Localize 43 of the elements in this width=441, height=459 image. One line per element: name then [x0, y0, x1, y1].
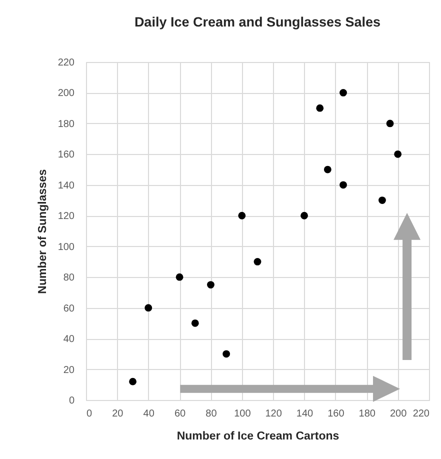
y-tick-label: 80 — [63, 272, 75, 284]
x-tick-label: 200 — [390, 408, 408, 420]
y-tick-label: 160 — [58, 150, 75, 161]
y-tick-label: 200 — [58, 88, 75, 100]
y-tick-label: 140 — [58, 180, 75, 192]
y-tick-label: 100 — [58, 242, 75, 253]
point — [324, 166, 332, 174]
point — [207, 281, 214, 288]
y-tick-label: 180 — [58, 118, 75, 130]
point — [191, 319, 199, 327]
x-axis-title: Number of Ice Cream Cartons — [176, 430, 340, 442]
point — [129, 378, 136, 386]
point — [300, 212, 308, 220]
point — [176, 273, 184, 281]
x-tick-label: 160 — [328, 408, 345, 420]
x-tick-label: 0 — [86, 408, 92, 420]
y-axis-title: Number of Sunglasses — [36, 169, 49, 294]
x-tick-label: 80 — [206, 408, 218, 420]
x-tick-label: 140 — [296, 408, 314, 420]
y-tick-label: 0 — [68, 396, 75, 406]
y-tick-label: 60 — [63, 303, 75, 314]
point — [222, 350, 230, 358]
x-tick-label: 20 — [112, 408, 124, 420]
y-tick-label: 120 — [58, 211, 75, 222]
chart-title: Daily Ice Cream and Sunglasses Sales — [134, 14, 381, 30]
y-tick-label: 220 — [58, 58, 75, 68]
x-tick-label: 220 — [412, 408, 430, 420]
point — [386, 120, 394, 128]
point — [238, 212, 246, 220]
point — [340, 181, 347, 189]
point — [254, 258, 262, 266]
x-tick-label: 100 — [234, 408, 252, 420]
y-tick-label: 20 — [63, 364, 75, 376]
point — [378, 196, 386, 204]
point — [340, 89, 347, 96]
point — [144, 304, 152, 312]
x-tick-label: 40 — [143, 408, 155, 420]
x-tick-label: 120 — [265, 408, 282, 420]
point — [316, 104, 324, 112]
point — [394, 150, 402, 158]
y-tick-label: 40 — [63, 334, 75, 346]
x-tick-label: 180 — [358, 408, 376, 420]
x-tick-label: 60 — [174, 408, 186, 420]
